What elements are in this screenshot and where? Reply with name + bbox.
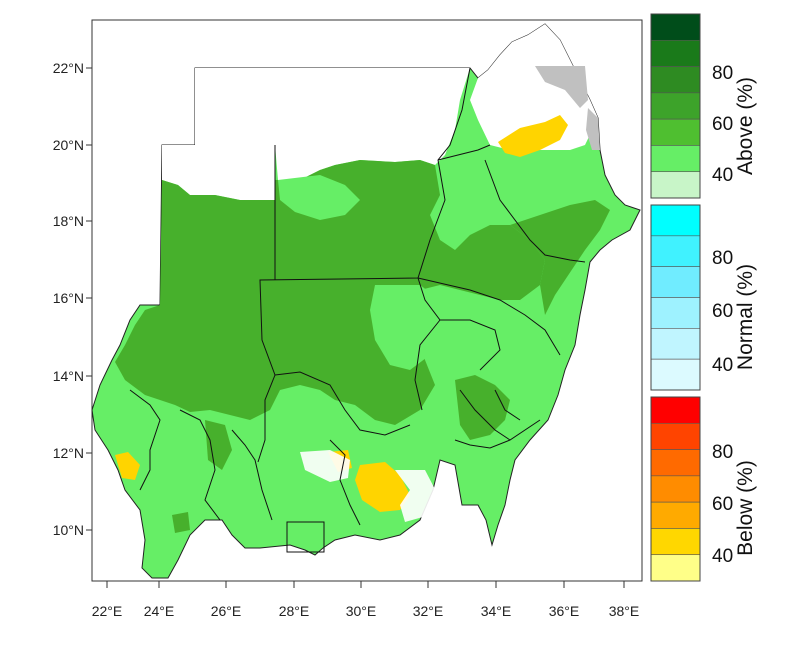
lon-label: 32°E	[413, 603, 444, 619]
colorbar-normal-swatch	[650, 204, 701, 237]
state-boundaries	[129, 67, 586, 553]
colorbar-above-label: 40	[712, 165, 733, 186]
colorbar-below-swatch	[650, 475, 701, 503]
colorbar-normal-swatch	[650, 358, 701, 391]
colorbar-below-swatch	[650, 554, 701, 582]
colorbar-normal-label: 80	[712, 248, 733, 269]
colorbar-below-label: 80	[712, 442, 733, 463]
colorbar-normal-title: Normal (%)	[734, 264, 757, 370]
region-no-forecast-north	[195, 68, 470, 180]
region-no-forecast-south2	[395, 470, 438, 522]
region-above-40-northwest	[278, 175, 360, 220]
colorbar-below-swatch	[650, 501, 701, 529]
lat-label: 10°N	[53, 522, 84, 538]
region-no-forecast-south	[300, 450, 350, 482]
region-no-data-coast	[586, 108, 600, 150]
region-above-50-south	[455, 375, 510, 440]
lon-label: 28°E	[279, 603, 310, 619]
colorbar-above-swatch	[650, 39, 701, 67]
colorbar-above	[650, 13, 701, 199]
colorbar-normal	[650, 204, 701, 391]
colorbar-above-title: Above (%)	[734, 77, 757, 175]
colorbar-below-swatch	[650, 396, 701, 424]
colorbar-above-label: 80	[712, 63, 733, 84]
colorbar-normal-label: 60	[712, 301, 733, 322]
lat-label: 14°N	[53, 368, 84, 384]
lon-label: 24°E	[144, 603, 175, 619]
colorbar-below-title: Below (%)	[734, 460, 757, 556]
colorbar-normal-swatch	[650, 297, 701, 329]
colorbar-below-frame	[650, 396, 701, 582]
lon-label: 26°E	[211, 603, 242, 619]
colorbar-below	[650, 396, 701, 582]
lon-label: 38°E	[609, 603, 640, 619]
colorbar-above-frame	[650, 13, 701, 199]
lat-label: 16°N	[53, 290, 84, 306]
lat-label: 12°N	[53, 445, 84, 461]
colorbar-above-swatch	[650, 66, 701, 94]
colorbar-normal-frame	[650, 204, 701, 391]
colorbar-above-swatch	[650, 13, 701, 41]
lon-label: 36°E	[549, 603, 580, 619]
lat-label: 22°N	[53, 60, 84, 76]
lon-label: 30°E	[346, 603, 377, 619]
colorbar-normal-label: 40	[712, 355, 733, 376]
colorbar-above-swatch	[650, 92, 701, 120]
colorbar-normal-swatch	[650, 235, 701, 267]
region-no-forecast-northwest	[162, 145, 275, 200]
region-above-50-south-west2	[172, 512, 190, 533]
region-above-40-central	[370, 285, 445, 370]
lat-label: 20°N	[53, 137, 84, 153]
colorbar-below-label: 60	[712, 494, 733, 515]
region-no-forecast-northeast	[470, 24, 598, 150]
colorbar-above-swatch	[650, 118, 701, 146]
colorbar-below-label: 40	[712, 546, 733, 567]
colorbar-below-swatch	[650, 422, 701, 450]
colorbar-below-swatch	[650, 528, 701, 556]
colorbar-above-swatch	[650, 145, 701, 173]
region-above-50-south-west	[205, 420, 232, 470]
region-no-data	[535, 66, 588, 108]
region-below-40-sw	[115, 452, 140, 480]
colorbar-below-swatch	[650, 449, 701, 477]
axis-ticks	[86, 67, 625, 588]
colorbar-normal-swatch	[650, 328, 701, 360]
lon-label: 34°E	[481, 603, 512, 619]
region-below-40-south2	[355, 462, 410, 512]
colorbar-above-swatch	[650, 171, 701, 199]
region-above-40-center-east	[440, 320, 500, 370]
lat-label: 18°N	[53, 213, 84, 229]
colorbar-above-label: 60	[712, 114, 733, 135]
region-below-40-ne	[498, 115, 568, 157]
lon-label: 22°E	[92, 603, 123, 619]
colorbar-normal-swatch	[650, 266, 701, 298]
region-above-50-west	[115, 160, 545, 425]
